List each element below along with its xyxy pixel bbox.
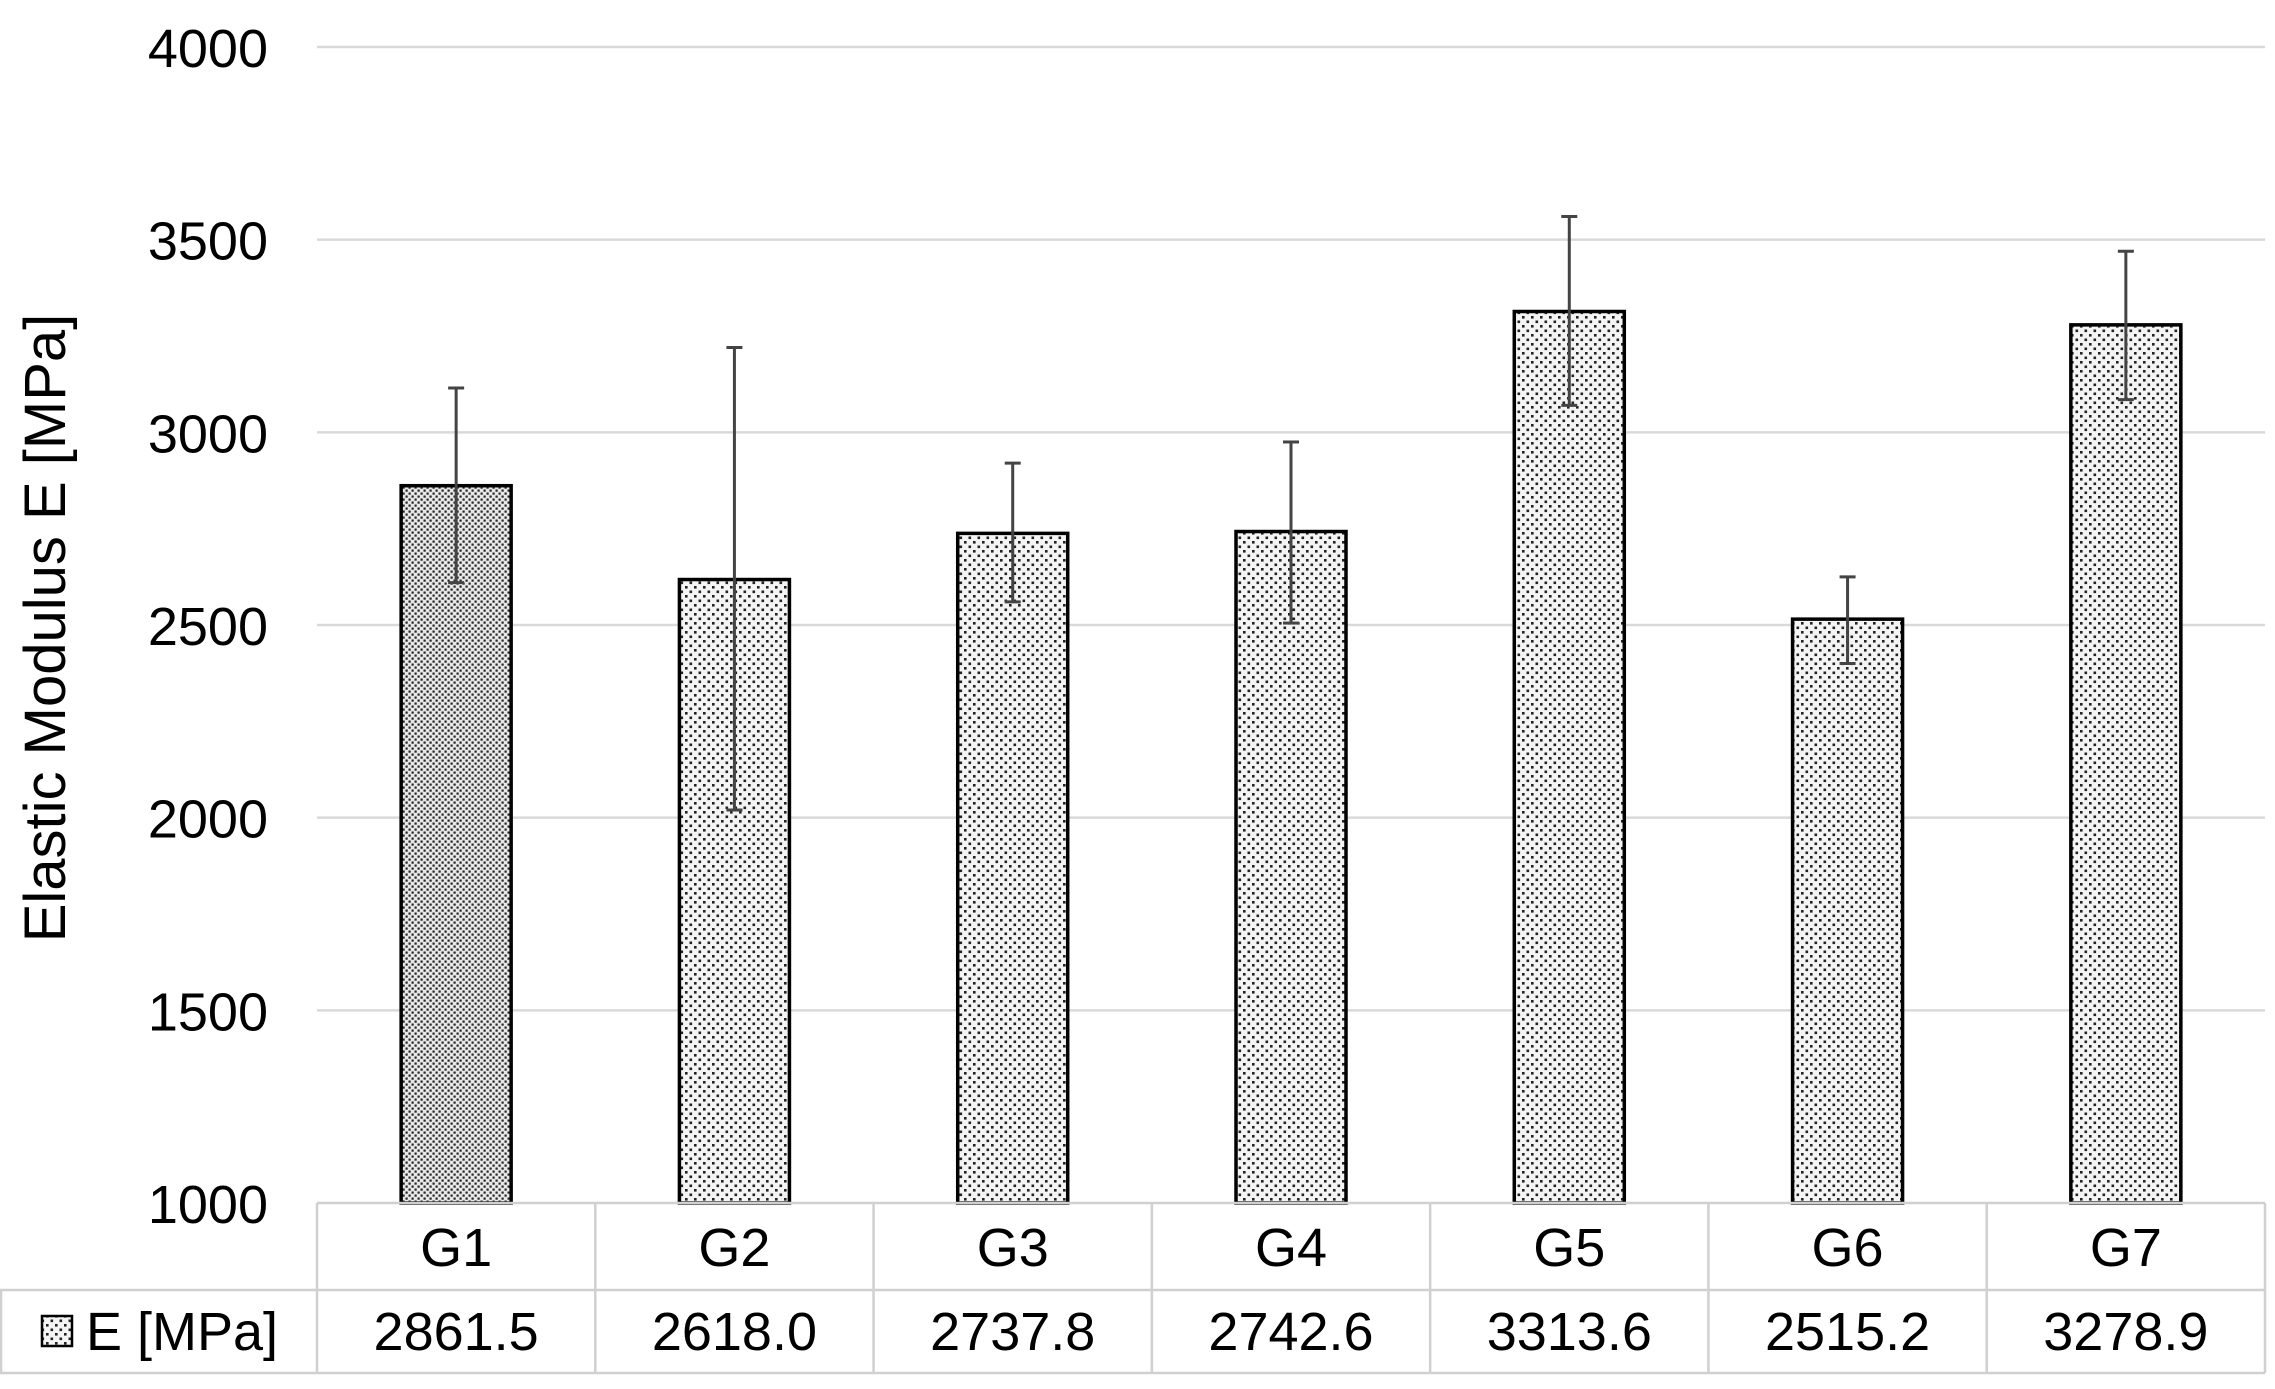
y-tick-label: 3000 <box>148 404 268 464</box>
x-tick-label: G4 <box>1255 1218 1327 1278</box>
error-bar <box>726 346 743 812</box>
legend-key <box>40 1314 74 1348</box>
bar <box>1234 529 1348 1205</box>
y-tick-label: 1000 <box>148 1175 268 1235</box>
table-value: 2618.0 <box>652 1302 817 1362</box>
x-tick-label: G6 <box>1812 1218 1884 1278</box>
y-tick-label: 1500 <box>148 982 268 1042</box>
x-tick-label: G5 <box>1533 1218 1605 1278</box>
error-bar <box>1561 215 1578 407</box>
y-tick-label: 2000 <box>148 790 268 850</box>
table-value: 3278.9 <box>2043 1302 2208 1362</box>
bar <box>1790 617 1905 1205</box>
error-bar <box>1004 461 1021 604</box>
bar <box>2069 323 2183 1205</box>
error-bar <box>1839 575 1856 666</box>
bar <box>399 483 513 1205</box>
x-tick-label: G1 <box>420 1218 492 1278</box>
x-tick-label: G7 <box>2090 1218 2162 1278</box>
bar <box>955 531 1070 1205</box>
table-value: 2861.5 <box>374 1302 539 1362</box>
table-value: 2515.2 <box>1765 1302 1930 1362</box>
table-row-label: E [MPa] <box>86 1302 278 1362</box>
table-value: 2742.6 <box>1208 1302 1373 1362</box>
y-tick-label: 3500 <box>148 212 268 272</box>
error-bar <box>1283 440 1299 625</box>
error-bars <box>448 215 2134 812</box>
y-axis-label: Elastic Modulus E [MPa] <box>13 314 78 943</box>
y-tick-label: 2500 <box>148 597 268 657</box>
table-value: 3313.6 <box>1487 1302 1652 1362</box>
error-bar <box>448 386 465 585</box>
table-value: 2737.8 <box>930 1302 1095 1362</box>
data-table: G1 G2 G3 G4 G5 G6 G7 E [MPa] 2861.5 2618.0 2737.8 2… <box>0 1201 2267 1375</box>
error-bar <box>2117 249 2134 402</box>
bar <box>1512 309 1627 1205</box>
x-tick-label: G3 <box>977 1218 1049 1278</box>
x-tick-label: G2 <box>698 1218 770 1278</box>
y-tick-labels: 1000 1500 2000 2500 3000 3500 4000 <box>148 19 268 1235</box>
y-tick-label: 4000 <box>148 19 268 79</box>
